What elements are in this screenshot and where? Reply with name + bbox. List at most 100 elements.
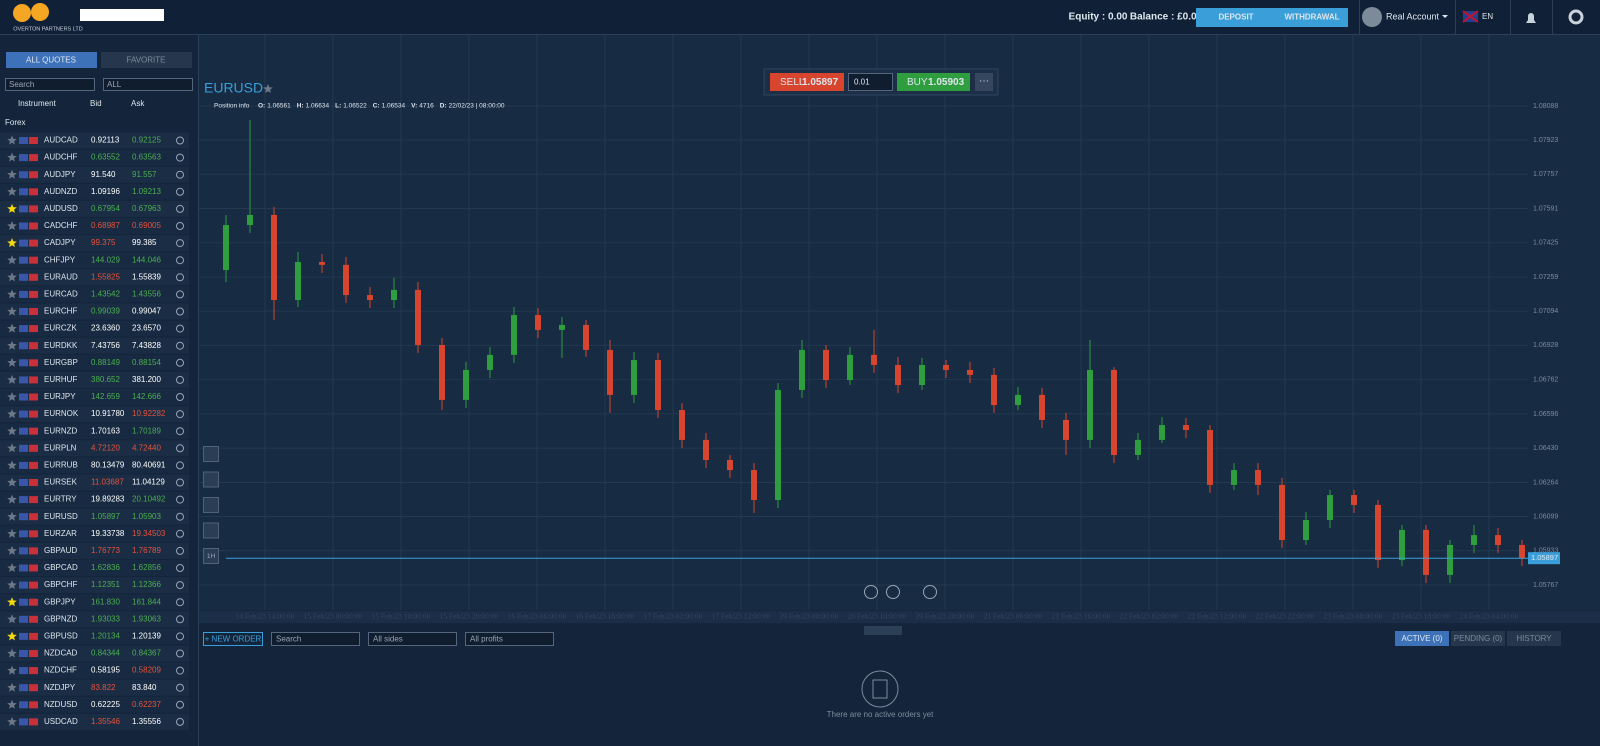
favorite-star[interactable] (7, 443, 17, 453)
zoom-button[interactable] (864, 585, 878, 599)
more-button[interactable] (975, 73, 993, 91)
filter-select[interactable] (103, 78, 193, 91)
quote-row[interactable] (0, 166, 189, 183)
quote-row[interactable] (0, 132, 189, 149)
quote-row[interactable] (0, 679, 189, 696)
favorite-star[interactable] (7, 460, 17, 470)
info-icon[interactable] (176, 324, 184, 333)
collapse-handle[interactable] (864, 626, 902, 635)
favorite-star[interactable] (7, 392, 17, 401)
favorite-star[interactable] (7, 665, 17, 675)
info-icon[interactable] (176, 290, 184, 299)
tool-button[interactable] (203, 446, 219, 462)
favorite-star[interactable] (7, 409, 17, 419)
info-icon[interactable] (176, 598, 184, 607)
info-icon[interactable] (176, 222, 184, 230)
info-icon[interactable] (176, 529, 184, 538)
info-icon[interactable] (176, 170, 184, 179)
quote-row[interactable] (0, 525, 189, 542)
zoom-button[interactable] (923, 585, 937, 599)
quote-row[interactable] (0, 389, 189, 405)
new-order-button[interactable] (203, 632, 263, 646)
info-icon[interactable] (176, 136, 184, 145)
info-icon[interactable] (176, 683, 184, 692)
favorite-star[interactable] (7, 545, 17, 555)
quote-row[interactable] (0, 713, 189, 730)
info-icon[interactable] (176, 564, 184, 572)
quote-row[interactable] (0, 406, 189, 423)
sides-select[interactable] (368, 632, 457, 646)
tool-button[interactable] (203, 548, 219, 564)
quote-row[interactable] (0, 269, 189, 286)
info-icon[interactable] (176, 632, 184, 641)
tool-button[interactable] (203, 522, 219, 539)
quote-row[interactable] (0, 696, 189, 713)
quote-row[interactable] (0, 337, 189, 354)
favorite-star[interactable] (7, 426, 17, 436)
info-icon[interactable] (176, 256, 184, 265)
favorite-star[interactable] (7, 221, 17, 230)
info-icon[interactable] (176, 461, 184, 470)
favorite-star[interactable] (7, 186, 17, 196)
quote-row[interactable] (0, 474, 189, 491)
quote-row[interactable] (0, 183, 189, 200)
favorite-star[interactable] (7, 477, 17, 487)
favorite-star[interactable] (7, 511, 17, 521)
quote-row[interactable] (0, 457, 189, 474)
quote-row[interactable] (0, 303, 189, 320)
withdrawal-button[interactable] (1264, 8, 1348, 27)
favorite-star[interactable] (7, 323, 17, 333)
info-icon[interactable] (176, 204, 184, 213)
language[interactable]: EN (1482, 12, 1493, 21)
favorite-star[interactable] (263, 84, 273, 93)
favorite-star[interactable] (7, 169, 17, 179)
info-icon[interactable] (176, 239, 184, 248)
info-icon[interactable] (176, 393, 184, 401)
buy-button[interactable] (897, 73, 970, 91)
favorite-star[interactable] (7, 528, 17, 538)
favorite-star[interactable] (7, 272, 17, 282)
favorite-star[interactable] (7, 614, 17, 624)
deposit-button[interactable] (1196, 8, 1264, 27)
favorite-star[interactable] (7, 563, 17, 572)
tab[interactable] (101, 52, 192, 68)
info-icon[interactable] (176, 410, 184, 419)
favorite-star[interactable] (7, 648, 17, 658)
quote-row[interactable] (0, 560, 189, 576)
profits-select[interactable] (465, 632, 554, 646)
favorite-star[interactable] (7, 374, 17, 384)
quote-row[interactable] (0, 645, 189, 662)
quote-row[interactable] (0, 235, 189, 252)
search-box[interactable] (5, 78, 95, 91)
info-icon[interactable] (176, 581, 184, 590)
quote-row[interactable] (0, 662, 189, 679)
zoom-button[interactable] (886, 585, 900, 599)
favorite-star[interactable] (7, 152, 17, 162)
orders-search[interactable] (271, 632, 360, 646)
quote-row[interactable] (0, 491, 189, 508)
quote-row[interactable] (0, 542, 189, 559)
favorite-star[interactable] (7, 255, 17, 265)
info-icon[interactable] (176, 358, 184, 367)
info-icon[interactable] (176, 153, 184, 162)
quote-row[interactable] (0, 252, 189, 269)
quote-row[interactable] (0, 594, 189, 611)
info-icon[interactable] (176, 512, 184, 521)
bell[interactable] (1526, 13, 1536, 23)
sell-button[interactable] (770, 73, 844, 91)
info-icon[interactable] (176, 495, 184, 504)
favorite-star[interactable] (7, 340, 17, 350)
info-icon[interactable] (176, 375, 184, 384)
quote-row[interactable] (0, 218, 189, 234)
info-icon[interactable] (176, 666, 184, 675)
favorite-star[interactable] (7, 203, 17, 213)
tab-active[interactable] (1395, 631, 1449, 646)
favorite-star[interactable] (7, 289, 17, 299)
tab[interactable] (1507, 631, 1561, 646)
quote-row[interactable] (0, 200, 189, 217)
info-icon[interactable] (176, 478, 184, 487)
info-icon[interactable] (176, 307, 184, 316)
info-icon[interactable] (176, 273, 184, 282)
info-icon[interactable] (176, 444, 184, 453)
info-icon[interactable] (176, 427, 184, 436)
